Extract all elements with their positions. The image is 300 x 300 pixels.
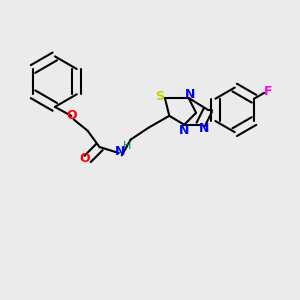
Text: N: N <box>115 145 125 158</box>
Text: N: N <box>199 122 209 135</box>
Text: O: O <box>79 152 90 165</box>
Text: N: N <box>179 124 189 136</box>
Text: H: H <box>123 141 131 152</box>
Text: S: S <box>155 90 164 103</box>
Text: N: N <box>185 88 195 101</box>
Text: O: O <box>66 109 76 122</box>
Text: F: F <box>264 85 272 98</box>
